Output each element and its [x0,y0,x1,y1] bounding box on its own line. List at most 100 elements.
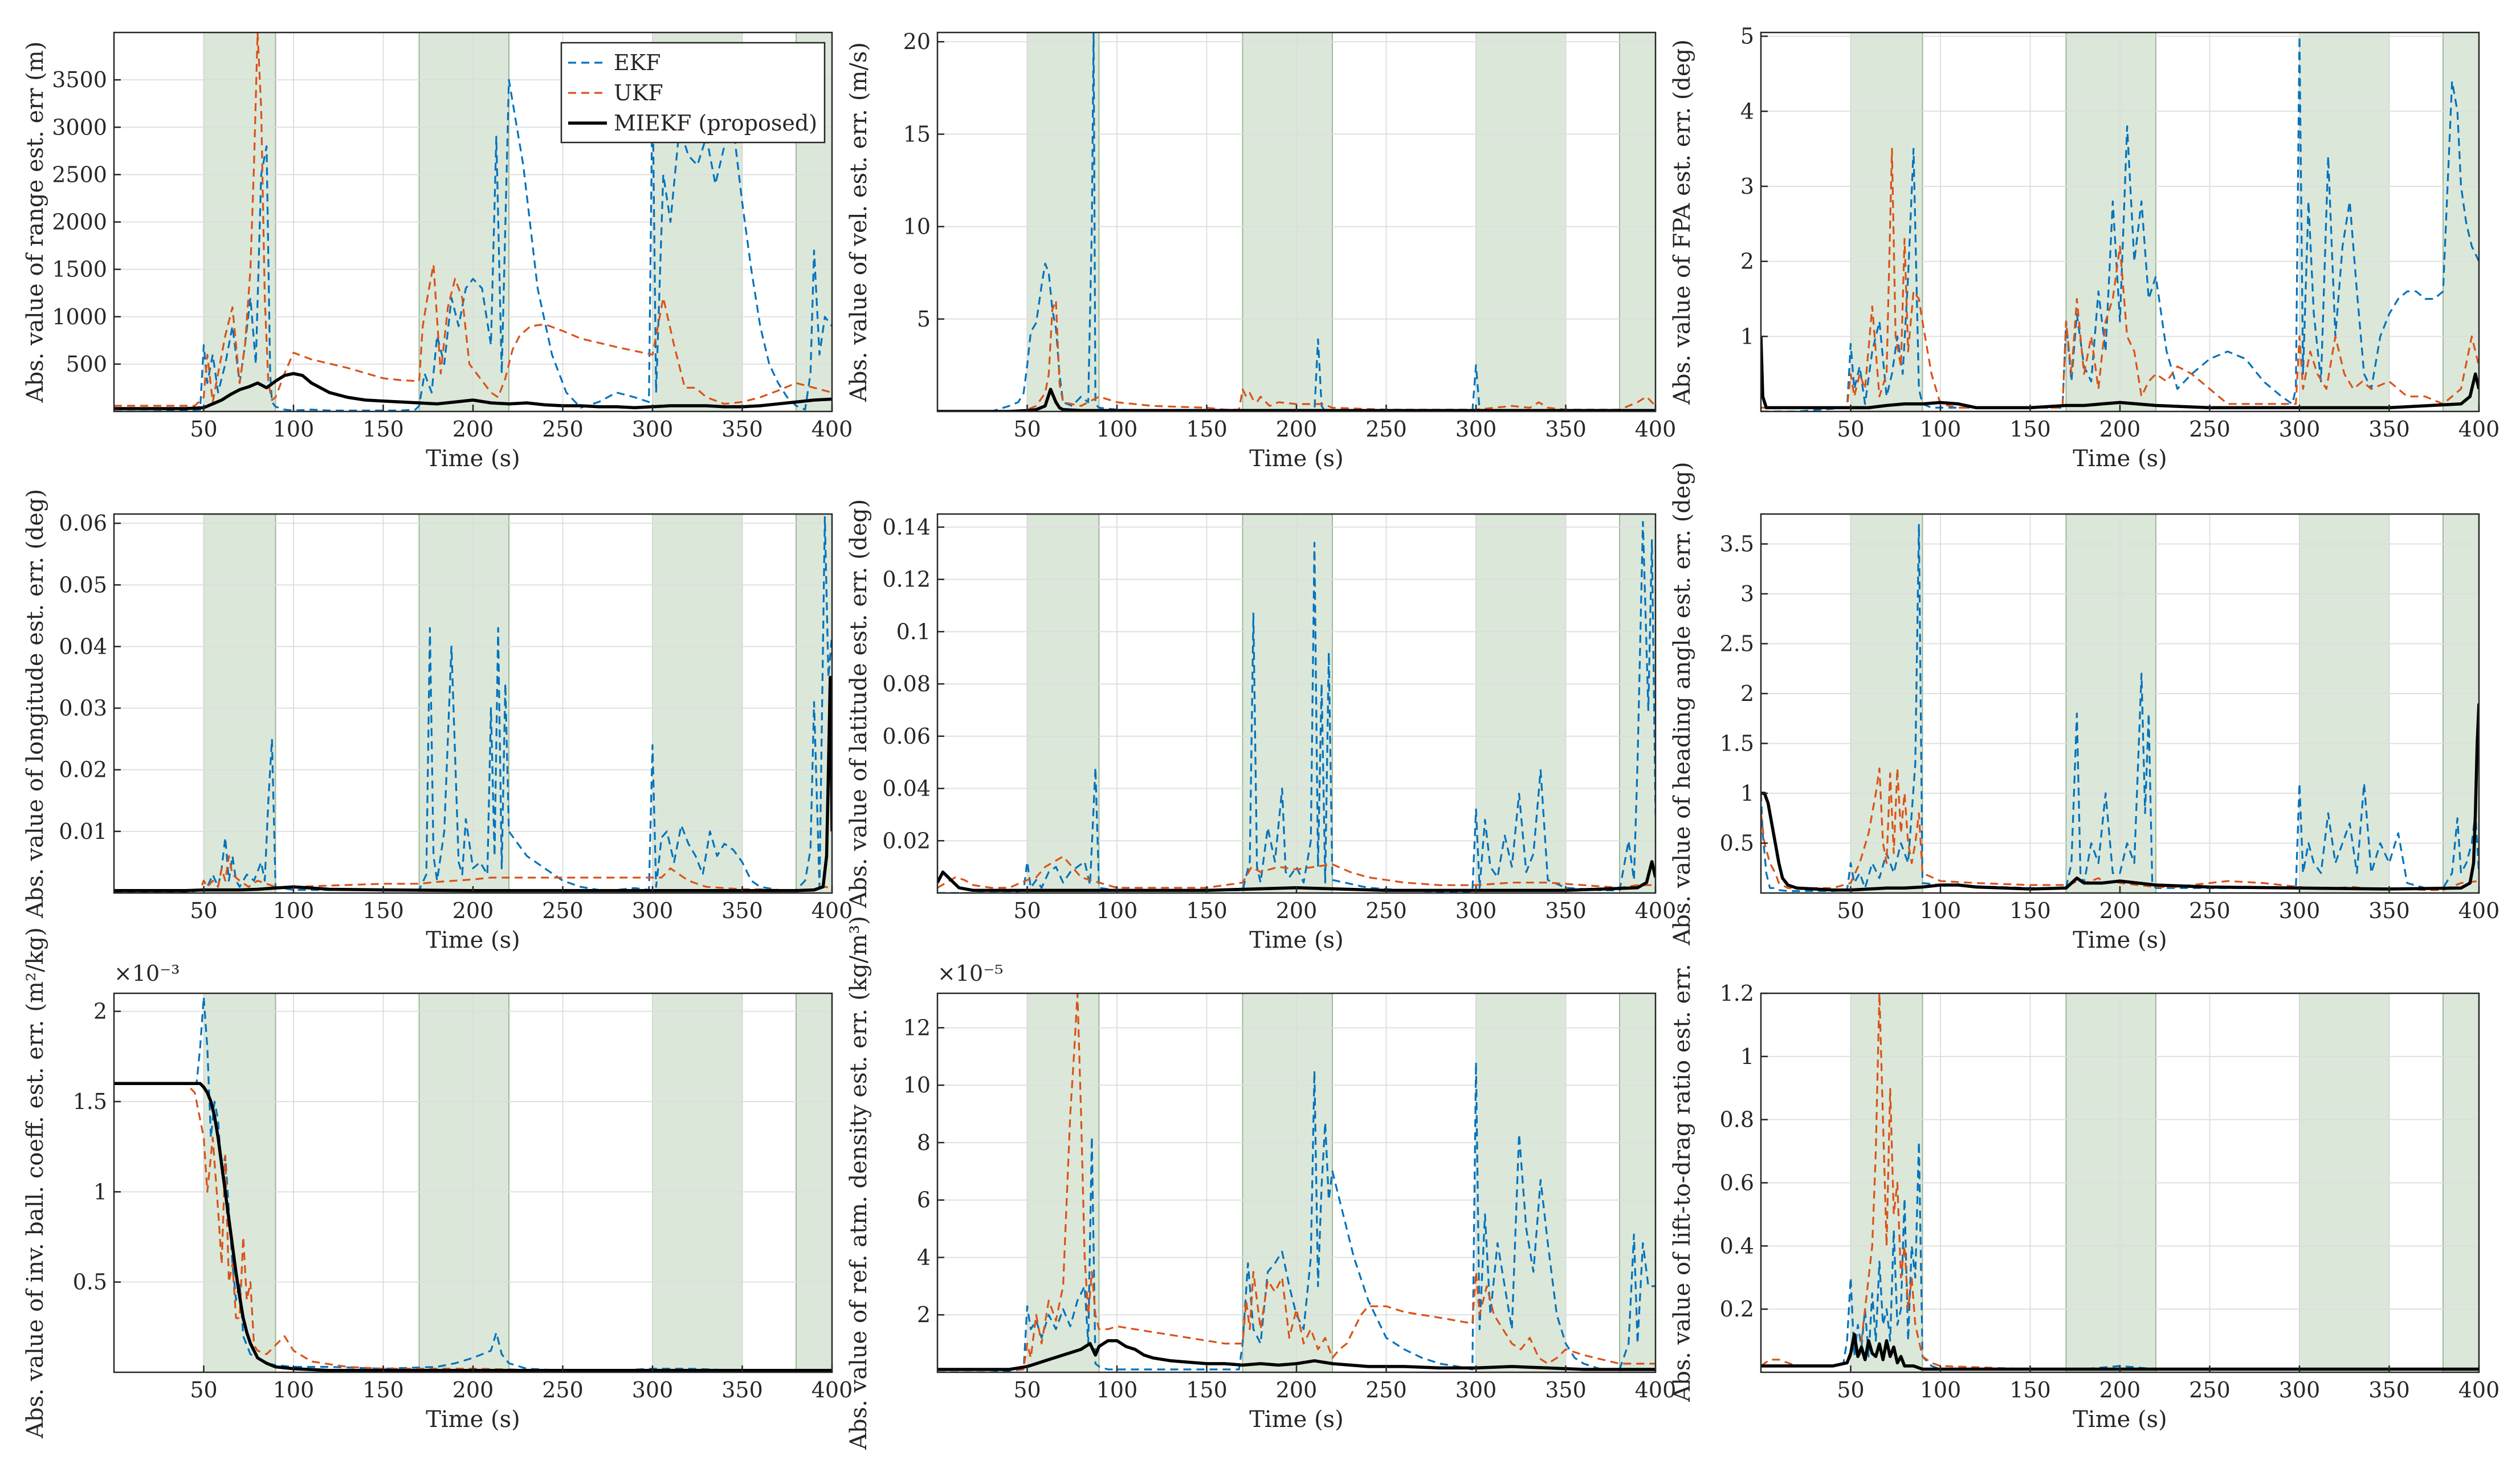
x-tick-label: 150 [2009,1377,2051,1402]
subplot-fpa: 50 100 150 200 250 300 350 400 1 2 3 4 5 Time (s) Abs.… [1669,24,2499,472]
y-axis-label: Abs. value of FPA est. err. (deg) [1669,39,1695,405]
x-tick-label: 400 [812,898,853,923]
shaded-interval [418,513,509,894]
y-tick-label: 0.4 [1720,1233,1754,1258]
series-line-ukf [937,993,1655,1371]
y-axis-label-text: Abs. value of longitude est. err. (deg) [22,489,48,919]
y-tick-label: 0.05 [59,572,107,597]
y-tick-label: 1 [1740,781,1754,806]
x-tick-label: 200 [2099,417,2141,442]
y-axis-label-text: Abs. value of inv. ball. coeff. est. err… [22,1020,48,1439]
x-tick-label: 250 [2189,898,2231,923]
x-tick-label: 350 [2368,417,2410,442]
x-tick-label: 200 [452,417,494,442]
x-tick-label: 100 [273,898,315,923]
series-group [1761,35,2479,411]
shaded-interval [1475,513,1567,894]
y-tick-label: 0.02 [882,828,931,853]
y-axis-label-text: Abs. value of ref. atm. density est. err… [846,1009,872,1450]
y-axis-label-text: Abs. value of vel. est. err. [846,109,872,402]
shaded-interval [2065,32,2156,412]
series-group [114,32,832,411]
series-line-ekf [114,516,832,893]
x-tick-label: 150 [1186,1377,1228,1402]
y-axis-label-text: Abs. value of heading angle est. err. (d… [1669,462,1695,945]
x-tick-label: 150 [362,1377,404,1402]
y-tick-label: 0.03 [59,696,107,721]
series-group [114,996,832,1372]
legend-box [560,42,826,144]
legend-label: MIEKF (proposed) [614,111,817,136]
x-tick-label: 100 [1920,898,1962,923]
x-tick-label: 100 [1920,417,1962,442]
x-axis-label: Time (s) [1249,446,1344,472]
x-tick-label: 50 [1837,898,1864,923]
x-tick-label: 400 [1635,898,1677,923]
y-tick-label: 2.5 [1720,631,1754,657]
subplot-velocity: 50 100 150 200 250 300 350 400 5 10 15 20 Time (s) Ab… [846,29,1676,472]
x-tick-label: 150 [362,898,404,923]
x-tick-label: 200 [2099,898,2141,923]
x-tick-label: 50 [1013,1377,1041,1402]
y-tick-label: 3500 [52,67,107,92]
y-tick-label: 10 [903,214,931,239]
series-line-miekf [1761,1332,2479,1371]
y-tick-label: 1.5 [73,1089,107,1114]
shaded-interval [203,513,276,894]
x-tick-label: 350 [721,898,763,923]
x-axis-label: Time (s) [426,446,520,472]
y-tick-label: 2 [1740,681,1754,706]
y-tick-label: 0.6 [1720,1171,1754,1196]
x-axis-label: Time (s) [426,1406,520,1433]
series-line-ukf [114,32,832,407]
y-axis-label: Abs. value of latitude est. err. (deg) [846,499,872,909]
shaded-interval [1619,32,1656,412]
x-tick-label: 50 [1837,1377,1864,1402]
y-tick-label: 0.01 [59,819,107,844]
y-tick-label: 0.1 [896,619,931,644]
y-axis-label: Abs. value of heading angle est. err. (d… [1669,462,1695,945]
x-tick-label: 300 [1455,1377,1497,1402]
shaded-interval [1026,513,1100,894]
series-line-ukf [114,1082,832,1372]
x-tick-label: 350 [1545,417,1587,442]
y-tick-label: 8 [917,1130,931,1155]
y-axis-label: Abs. value of inv. ball. coeff. est. err… [22,927,48,1439]
y-tick-label: 10 [903,1073,931,1098]
y-axis-label-unit: (kg/m³) [846,916,872,1001]
series-line-miekf [114,372,832,410]
shaded-interval [418,993,509,1373]
axis-exponent: ×10⁻³ [114,961,180,986]
x-tick-label: 300 [1455,417,1497,442]
x-tick-label: 350 [1545,1377,1587,1402]
x-tick-label: 350 [1545,898,1587,923]
shaded-interval [1850,513,1923,894]
y-axis-label-text: Abs. value of FPA est. err. (deg) [1669,39,1695,405]
shaded-interval [1619,513,1656,894]
x-tick-label: 400 [1635,417,1677,442]
series-line-miekf [937,1339,1655,1371]
x-axis-label: Time (s) [1249,927,1344,953]
x-tick-label: 200 [1276,417,1318,442]
x-tick-label: 50 [190,898,217,923]
series-line-miekf [937,860,1655,892]
shaded-interval [1850,32,1923,412]
y-axis-label-text: Abs. value of latitude est. err. (deg) [846,499,872,909]
x-tick-label: 300 [2279,898,2321,923]
y-tick-label: 0.04 [59,634,107,659]
y-axis-label: Abs. value of range est. err (m) [22,42,48,403]
y-tick-label: 0.02 [59,757,107,782]
x-tick-label: 300 [632,1377,674,1402]
x-tick-label: 350 [2368,898,2410,923]
series-group [1761,523,2479,892]
y-axis-label: Abs. value of lift-to-drag ratio est. er… [1669,964,1695,1402]
y-tick-label: 1500 [52,257,107,282]
series-group [937,521,1655,893]
series-line-ekf [114,79,832,411]
y-tick-label: 3000 [52,115,107,140]
series-line-ekf [1761,523,2479,892]
x-tick-label: 150 [362,417,404,442]
y-tick-label: 0.2 [1720,1296,1754,1322]
x-tick-label: 350 [721,1377,763,1402]
x-tick-label: 300 [632,898,674,923]
